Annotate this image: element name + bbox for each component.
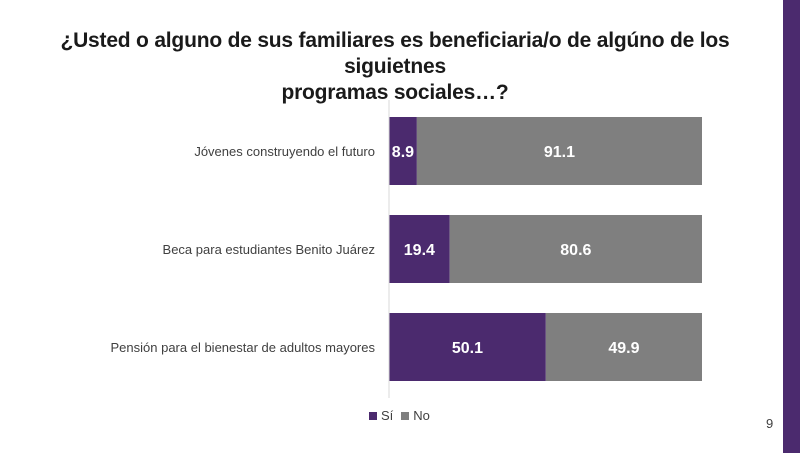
legend-item-no: No xyxy=(401,408,430,423)
legend-item-si: Sí xyxy=(369,408,393,423)
bar-no-3 xyxy=(545,313,702,381)
chart-legend: Sí No xyxy=(369,408,438,423)
data-label-si-1: 8.9 xyxy=(392,144,414,161)
category-label-pension-para-el-bienestar-de-adultos-mayores: Pensión para el bienestar de adultos may… xyxy=(111,340,376,355)
bar-no-1 xyxy=(416,117,702,185)
legend-label-si: Sí xyxy=(381,408,394,423)
bar-si-1 xyxy=(389,117,417,185)
bar-no-2 xyxy=(449,215,702,283)
data-label-si-3: 50.1 xyxy=(452,340,483,357)
chart-title: ¿Usted o alguno de sus familiares es ben… xyxy=(10,28,780,106)
data-label-si-2: 19.4 xyxy=(404,242,435,259)
page-number: 9 xyxy=(766,416,774,431)
data-label-no-1: 91.1 xyxy=(544,144,575,161)
bar-si-2 xyxy=(389,215,450,283)
accent-side-bar xyxy=(783,0,800,453)
data-label-no-3: 49.9 xyxy=(608,340,639,357)
chart-title-line-1: ¿Usted o alguno de sus familiares es ben… xyxy=(60,29,730,78)
legend-swatch-no xyxy=(401,411,410,420)
legend-swatch-si xyxy=(369,411,377,420)
category-label-beca-para-estudiantes-benito-juarez: Beca para estudiantes Benito Juárez xyxy=(163,242,375,257)
chart-title-line-2: programas sociales…? xyxy=(281,81,509,104)
data-label-no-2: 80.6 xyxy=(560,242,591,259)
category-label-jovenes-construyendo-el-futuro: Jóvenes construyendo el futuro xyxy=(194,144,375,159)
bar-si-3 xyxy=(389,313,546,381)
legend-label-no: No xyxy=(413,408,430,423)
